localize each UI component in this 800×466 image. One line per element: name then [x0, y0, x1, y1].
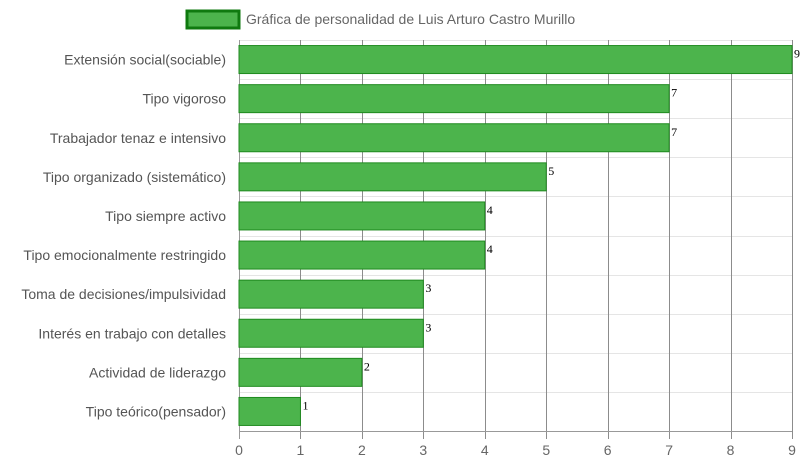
x-axis-ticks: 0 1 2 3 4 5 6 7 8 9 [235, 442, 796, 458]
x-tick-label: 5 [542, 442, 550, 458]
x-tick-label: 0 [235, 442, 243, 458]
value-labels: 9 7 7 5 4 4 3 3 2 1 [302, 47, 800, 413]
category-label: Tipo siempre activo [105, 208, 226, 224]
category-label: Trabajador tenaz e intensivo [50, 130, 226, 146]
bar[interactable] [238, 162, 547, 192]
x-tick-label: 2 [358, 442, 366, 458]
bar[interactable] [238, 84, 670, 114]
category-label: Toma de decisiones/impulsividad [21, 286, 226, 302]
bar[interactable] [238, 123, 670, 153]
legend-label: Gráfica de personalidad de Luis Arturo C… [246, 11, 575, 27]
data-label: 4 [487, 203, 493, 217]
data-label: 4 [487, 242, 493, 256]
category-label: Interés en trabajo con detalles [38, 325, 226, 341]
bar[interactable] [238, 201, 486, 231]
bar[interactable] [238, 357, 363, 387]
category-label: Actividad de liderazgo [89, 364, 226, 380]
bar[interactable] [238, 396, 301, 426]
data-label: 7 [671, 125, 677, 139]
category-label: Tipo teórico(pensador) [86, 403, 226, 419]
category-label: Tipo organizado (sistemático) [43, 169, 226, 185]
category-label: Tipo emocionalmente restringido [23, 247, 226, 263]
bar[interactable] [238, 279, 424, 309]
category-label: Tipo vigoroso [142, 91, 226, 107]
legend[interactable]: Gráfica de personalidad de Luis Arturo C… [185, 9, 575, 30]
x-tick-label: 6 [604, 442, 612, 458]
category-labels: Extensión social(sociable) Tipo vigoroso T… [21, 52, 226, 420]
legend-swatch [185, 9, 241, 30]
bars [238, 45, 793, 426]
x-tick-label: 3 [419, 442, 427, 458]
data-label: 9 [794, 47, 800, 61]
x-tick-label: 9 [788, 442, 796, 458]
x-tick-label: 7 [665, 442, 673, 458]
data-label: 3 [425, 281, 431, 295]
bar[interactable] [238, 45, 793, 75]
x-tick-label: 1 [297, 442, 305, 458]
data-label: 5 [548, 164, 554, 178]
x-tick-label: 8 [727, 442, 735, 458]
data-label: 1 [302, 398, 308, 412]
bar[interactable] [238, 318, 424, 348]
data-label: 3 [425, 320, 431, 334]
category-label: Extensión social(sociable) [64, 52, 226, 68]
data-label: 7 [671, 86, 677, 100]
data-label: 2 [364, 359, 370, 373]
bar[interactable] [238, 240, 486, 270]
x-tick-label: 4 [481, 442, 489, 458]
